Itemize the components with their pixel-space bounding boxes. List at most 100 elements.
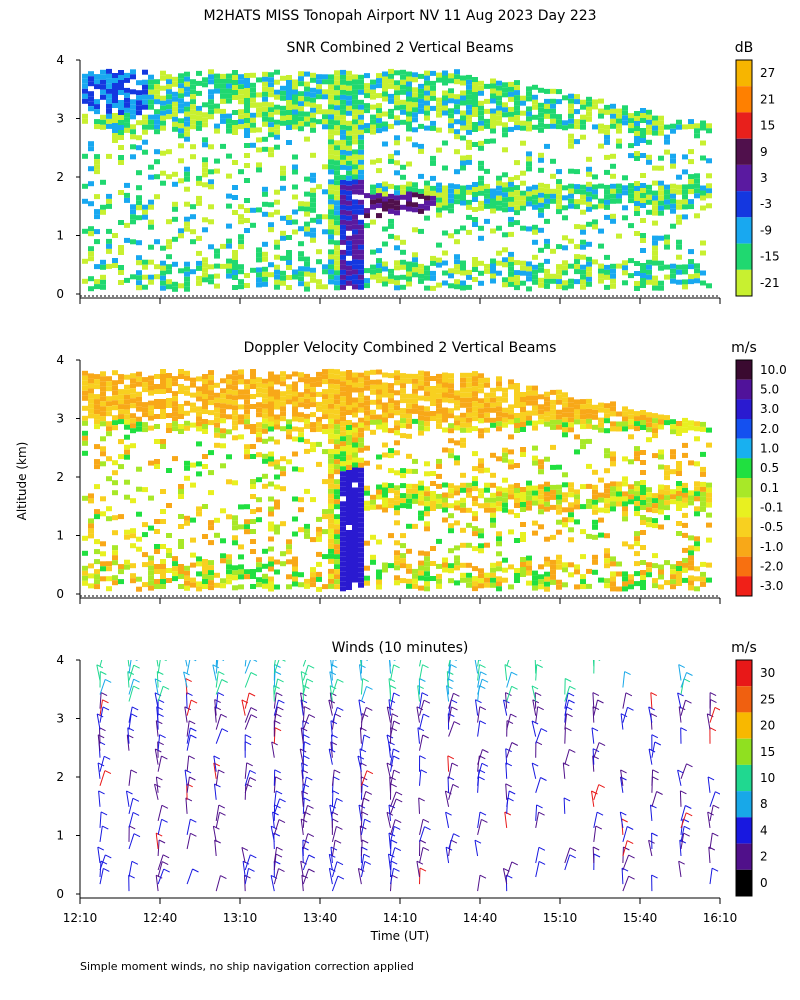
data-cell xyxy=(436,463,442,469)
data-cell xyxy=(316,184,322,190)
data-cell xyxy=(550,193,556,199)
data-cell xyxy=(226,429,232,435)
data-cell xyxy=(106,476,112,482)
data-cell xyxy=(88,141,94,147)
data-cell xyxy=(292,94,298,100)
data-cell xyxy=(670,419,676,425)
data-cell xyxy=(124,444,130,450)
data-cell xyxy=(454,254,460,260)
data-cell xyxy=(568,183,574,189)
data-cell xyxy=(208,69,214,75)
data-cell xyxy=(376,273,382,279)
data-cell xyxy=(616,411,622,417)
data-cell xyxy=(514,105,520,111)
data-cell xyxy=(238,389,244,395)
data-cell xyxy=(580,554,586,560)
data-cell xyxy=(550,574,556,580)
data-cell xyxy=(328,89,334,95)
data-cell xyxy=(412,112,418,118)
data-cell xyxy=(532,425,538,431)
data-cell xyxy=(316,89,322,95)
colorbar-swatch xyxy=(736,517,752,537)
data-cell xyxy=(454,229,460,235)
data-cell xyxy=(442,507,448,513)
data-cell xyxy=(196,511,202,517)
data-cell xyxy=(472,262,478,267)
data-cell xyxy=(418,278,424,284)
data-cell xyxy=(268,212,274,218)
data-cell xyxy=(106,153,112,159)
wind-barb-shaft xyxy=(157,819,163,836)
data-cell xyxy=(310,87,316,93)
data-cell xyxy=(280,280,286,286)
wind-barb-flag xyxy=(219,811,226,816)
data-cell xyxy=(550,504,556,510)
data-cell xyxy=(340,451,346,457)
data-cell xyxy=(418,93,424,99)
data-cell xyxy=(160,100,166,106)
data-cell xyxy=(220,143,226,149)
data-cell xyxy=(652,115,658,121)
data-cell xyxy=(520,537,526,542)
data-cell xyxy=(580,209,586,215)
data-cell xyxy=(406,373,412,379)
data-cell xyxy=(496,586,502,592)
data-cell xyxy=(424,285,430,291)
data-cell xyxy=(592,484,598,490)
data-cell xyxy=(466,94,472,100)
data-cell xyxy=(526,560,532,566)
data-cell xyxy=(628,118,634,124)
data-cell xyxy=(382,196,388,202)
data-cell xyxy=(94,124,100,130)
data-cell xyxy=(364,460,370,466)
data-cell xyxy=(286,459,292,465)
data-cell xyxy=(430,496,436,501)
data-cell xyxy=(610,273,616,279)
data-cell xyxy=(406,91,412,97)
data-cell xyxy=(160,70,166,76)
wind-barb-flag xyxy=(155,874,163,879)
data-cell xyxy=(352,229,358,235)
data-cell xyxy=(172,91,178,97)
wind-barb-flag xyxy=(157,699,165,704)
data-cell xyxy=(634,231,640,236)
colorbar-label: 10.0 xyxy=(760,363,787,377)
data-cell xyxy=(634,496,640,502)
data-cell xyxy=(94,419,100,425)
data-cell xyxy=(88,518,94,524)
data-cell xyxy=(574,124,580,130)
data-cell xyxy=(490,268,496,274)
data-cell xyxy=(448,548,454,554)
data-cell xyxy=(286,434,292,440)
data-cell xyxy=(214,128,220,134)
data-cell xyxy=(400,164,406,170)
wind-barb-shaft xyxy=(244,660,251,674)
data-cell xyxy=(646,129,652,135)
data-cell xyxy=(448,528,454,534)
data-cell xyxy=(274,439,280,445)
data-cell xyxy=(346,280,352,286)
data-cell xyxy=(544,486,550,492)
data-cell xyxy=(244,123,250,128)
data-cell xyxy=(532,114,538,120)
colorbar-swatch xyxy=(736,458,752,478)
data-cell xyxy=(472,486,478,492)
data-cell xyxy=(256,402,262,408)
data-cell xyxy=(604,408,610,414)
data-cell xyxy=(616,481,622,487)
data-cell xyxy=(208,370,214,376)
data-cell xyxy=(232,260,238,265)
colorbar-label: 15 xyxy=(760,119,775,133)
data-cell xyxy=(334,100,340,106)
data-cell xyxy=(334,215,340,221)
data-cell xyxy=(340,556,346,562)
data-cell xyxy=(322,409,328,415)
data-cell xyxy=(232,425,238,431)
data-cell xyxy=(376,83,382,89)
data-cell xyxy=(490,203,496,209)
data-cell xyxy=(502,557,508,563)
data-cell xyxy=(316,371,322,377)
data-cell xyxy=(352,254,358,260)
data-cell xyxy=(664,515,670,521)
wind-barb-flag xyxy=(100,860,108,865)
